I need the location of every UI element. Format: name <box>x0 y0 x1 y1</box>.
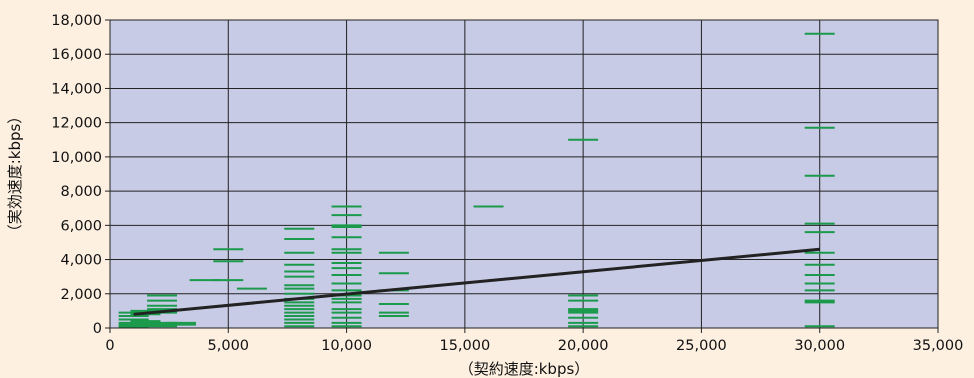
x-tick-label: 25,000 <box>676 338 727 354</box>
y-tick-label: 6,000 <box>60 218 102 234</box>
x-tick-label: 10,000 <box>321 338 372 354</box>
x-tick-label: 30,000 <box>794 338 845 354</box>
y-axis-ticks: 0 2,000 4,000 6,000 8,000 10,000 12,000 14,000 1… <box>51 13 110 337</box>
x-axis-ticks: 0 5,000 10,000 15,000 20,000 25,000 30,000 35,0… <box>105 328 963 354</box>
y-tick-label: 4,000 <box>60 253 102 269</box>
y-tick-label: 2,000 <box>60 287 102 303</box>
x-axis-title: （契約速度:kbps） <box>459 360 590 378</box>
data-points <box>118 32 835 329</box>
y-tick-label: 8,000 <box>60 184 102 200</box>
y-tick-label: 14,000 <box>51 81 102 97</box>
x-tick-label: 15,000 <box>439 338 490 354</box>
x-tick-label: 5,000 <box>208 338 250 354</box>
y-axis-title: （実効速度:kbps） <box>6 109 24 240</box>
x-tick-label: 35,000 <box>913 338 964 354</box>
y-tick-label: 16,000 <box>51 47 102 63</box>
plot-area <box>110 20 938 328</box>
trendline <box>133 247 820 316</box>
x-tick-label: 0 <box>105 338 114 354</box>
y-tick-label: 18,000 <box>51 13 102 29</box>
x-tick-label: 20,000 <box>558 338 609 354</box>
y-tick-label: 10,000 <box>51 150 102 166</box>
y-tick-label: 12,000 <box>51 116 102 132</box>
y-tick-label: 0 <box>93 321 102 337</box>
plot-border <box>109 19 939 329</box>
grid-lines <box>110 20 938 328</box>
